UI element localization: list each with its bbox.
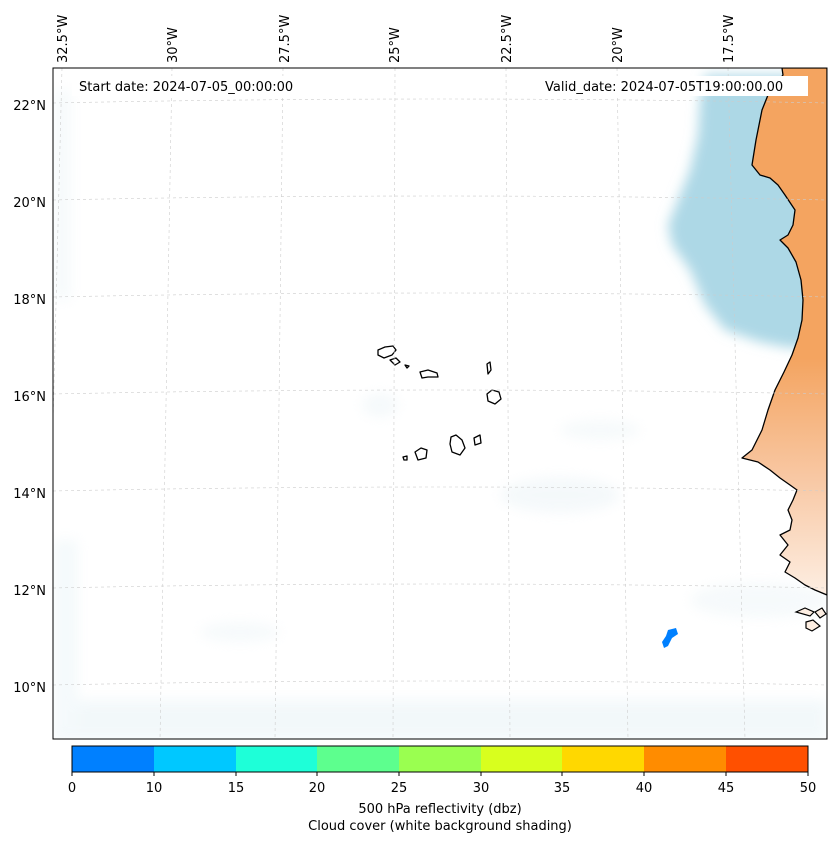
reflectivity-cell [662, 628, 678, 648]
map-frame [52, 67, 828, 740]
valid-date-text: Valid_date: 2024-07-05T19:00:00.00 [545, 80, 783, 95]
colorbar-tick-label: 40 [636, 781, 653, 796]
lat-label: 16°N [13, 390, 46, 405]
colorbar-swatch [399, 746, 481, 772]
colorbar-swatch [236, 746, 317, 772]
lon-label: 25°W [388, 27, 403, 63]
lon-label: 27.5°W [278, 15, 293, 63]
coast-islands-east [794, 607, 827, 632]
lon-label: 20°W [611, 27, 626, 63]
latitude-labels: 22°N 20°N 18°N 16°N 14°N 12°N 10°N [13, 99, 46, 696]
colorbar-swatch [644, 746, 726, 772]
longitude-labels: 32.5°W 30°W 27.5°W 25°W 22.5°W 20°W 17.5… [56, 15, 737, 63]
start-date-text: Start date: 2024-07-05_00:00:00 [79, 80, 293, 95]
colorbar-tick-label: 10 [146, 781, 163, 796]
colorbar-tick-label: 25 [391, 781, 408, 796]
colorbar-swatch [726, 746, 808, 772]
lon-label: 32.5°W [56, 15, 71, 63]
lat-label: 14°N [13, 487, 46, 502]
colorbar-tick-labels: 0 10 15 20 25 30 35 40 45 50 [68, 781, 816, 796]
cape-verde-islands [377, 345, 502, 461]
colorbar-swatches [72, 746, 808, 772]
colorbar-title-line1: 500 hPa reflectivity (dbz) [358, 802, 521, 817]
colorbar-frame [71, 745, 809, 773]
colorbar-swatch [72, 746, 154, 772]
lat-label: 10°N [13, 681, 46, 696]
graticule [53, 68, 827, 739]
colorbar-tick-label: 15 [228, 781, 245, 796]
colorbar-tick-label: 35 [554, 781, 571, 796]
lat-label: 12°N [13, 584, 46, 599]
cloud-cover-shading [53, 90, 827, 739]
lon-label: 30°W [166, 27, 181, 63]
colorbar-tick-label: 0 [68, 781, 76, 796]
valid-date-box [538, 76, 808, 96]
map-area [53, 68, 827, 739]
colorbar-title-line2: Cloud cover (white background shading) [308, 819, 572, 834]
colorbar-swatch [154, 746, 236, 772]
colorbar-swatch [562, 746, 644, 772]
colorbar-tick-label: 45 [718, 781, 735, 796]
lat-label: 20°N [13, 196, 46, 211]
colorbar-ticks [71, 772, 809, 776]
lat-label: 22°N [13, 99, 46, 114]
start-date-box [72, 76, 312, 96]
lat-label: 18°N [13, 293, 46, 308]
colorbar: 0 10 15 20 25 30 35 40 45 50 500 hPa ref… [68, 745, 816, 834]
colorbar-tick-label: 50 [800, 781, 817, 796]
colorbar-tick-label: 20 [309, 781, 326, 796]
lon-label: 22.5°W [500, 15, 515, 63]
lon-label: 17.5°W [722, 15, 737, 63]
colorbar-swatch [481, 746, 562, 772]
colorbar-tick-label: 30 [473, 781, 490, 796]
colorbar-swatch [317, 746, 399, 772]
